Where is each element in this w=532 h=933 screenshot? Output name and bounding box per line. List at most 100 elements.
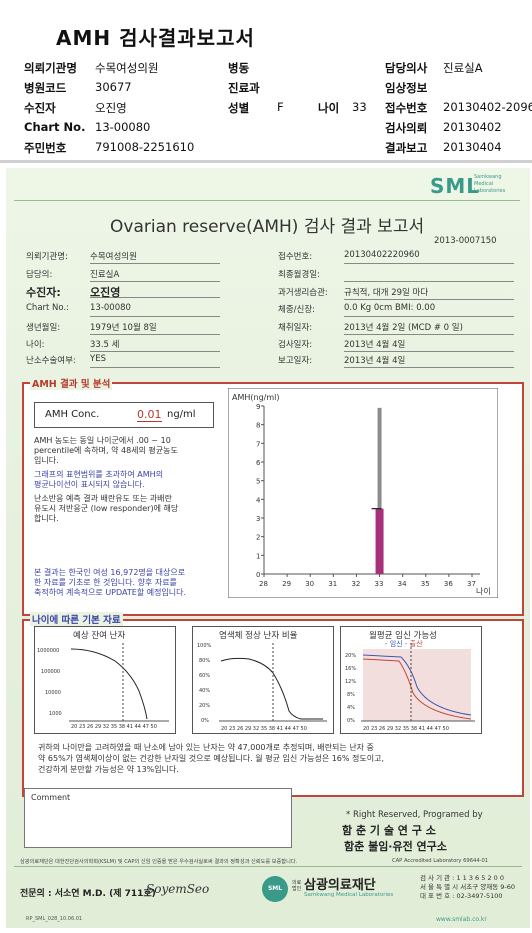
rights-notice: * Right Reserved, Programed by (346, 810, 483, 820)
amh-conc-unit: ng/ml (167, 409, 196, 420)
header-row: 수진자 오진영 성별 F 나이 33 접수번호 20130402-2096 (0, 100, 532, 120)
document-number: 2013-0007150 (434, 236, 497, 246)
mini-chart-title: 월평균 임신 가능성 (369, 631, 437, 641)
header-row: 병원코드 30677 진료과 임상정보 (0, 80, 532, 100)
cap-accreditation: CAP Accredited Laboratory 69644-01 (392, 858, 489, 864)
sml-logo-sub: Samkwang Medical Laboratories (474, 174, 506, 194)
field-label: 과거생리습관: (278, 288, 328, 298)
label-report-date: 결과보고 (385, 141, 428, 155)
value-clinic: 수목여성의원 (95, 61, 159, 75)
header-row: 주민번호 791008-2251610 결과보고 20130404 (0, 140, 532, 160)
tick-label: 60% (199, 673, 210, 679)
field-value (344, 268, 514, 282)
comment-box: Comment (24, 788, 292, 848)
y-tick-label: 6 (256, 459, 261, 467)
field-value: 33.5 세 (90, 338, 220, 352)
field-value: 오진영 (90, 284, 220, 299)
field-label: Chart No.: (26, 303, 70, 313)
field-label: 의뢰기관명: (26, 252, 68, 262)
y-tick-label: 8 (256, 422, 260, 430)
mini-chart-plot: 100% 80% 60% 40% 20% 0% 20 23 26 29 32 3… (197, 643, 327, 732)
amh-conc-box: AMH Conc. 0.01 ng/ml (34, 402, 214, 428)
y-tick-label: 3 (256, 515, 260, 523)
divider (14, 200, 520, 201)
divider (14, 866, 522, 867)
chart-xlabel: 나이 (476, 586, 491, 596)
report-title: Ovarian reserve(AMH) 검사 결과 보고서 (110, 217, 425, 237)
pregnancy-band (363, 649, 471, 721)
field-value: 0.0 Kg 0cm BMI: 0.00 (344, 303, 514, 317)
mini-chart-pregnancy: 월평균 임신 가능성 - 임신 - 출산 20% 16% 12% 8% 4% 0… (340, 626, 482, 734)
tick-label: 1000000 (37, 648, 59, 654)
field-value: 13-00080 (90, 303, 220, 317)
footnote: 삼광의료재단은 대한진단검사의학회(KSLM) 및 CAP의 신임 인증을 받은… (20, 859, 298, 865)
tick-label: 100% (197, 643, 212, 649)
field-value: 1979년 10월 8일 (90, 321, 220, 335)
value-accession: 20130402-2096 (443, 100, 532, 114)
sml-seal-logo: SML (262, 876, 288, 902)
label-doctor: 담당의사 (385, 61, 428, 75)
field-value: 2013년 4월 2일 (MCD # 0 일) (344, 321, 514, 335)
amh-note-data-source: 본 결과는 한국인 여성 16,972명을 대상으로 한 자료를 기초로 한 것입… (34, 568, 187, 597)
amh-bar (375, 508, 384, 574)
decline-curve (70, 648, 148, 720)
label-request-date: 검사의뢰 (385, 121, 428, 135)
field-label: 보고일자: (278, 356, 313, 366)
y-tick-label: 9 (256, 403, 260, 411)
field-label: 최종월경일: (278, 270, 320, 280)
field-value: 규칙적, 대개 29일 마다 (344, 286, 514, 300)
mini-chart-legend: - 임신 - 출산 (385, 640, 423, 648)
tick-label: 20 23 26 29 32 35 38 41 44 47 50 (71, 724, 157, 730)
tick-label: 20% (345, 653, 356, 659)
field-label: 난소수술여부: (26, 356, 76, 366)
mini-chart-plot: 20% 16% 12% 8% 4% 0% 20 23 26 29 32 35 3… (345, 643, 475, 732)
label-sex: 성별 (228, 101, 250, 115)
tick-label: 10000 (45, 690, 61, 696)
tick-label: 20% (199, 703, 210, 709)
field-label: 접수번호: (278, 252, 313, 262)
field-value: YES (90, 354, 220, 368)
header-row: 의뢰기관명 수목여성의원 병동 담당의사 진료실A (0, 60, 532, 80)
tick-label: 40% (199, 688, 210, 694)
tick-label: 100000 (41, 669, 60, 675)
x-tick-label: 35 (421, 580, 430, 588)
decline-curve (220, 657, 323, 720)
x-tick-label: 32 (351, 580, 360, 588)
field-value: 수목여성의원 (90, 250, 220, 264)
field-label: 검사일자: (278, 340, 313, 350)
field-value: 20130402220960 (344, 250, 514, 264)
tick-label: 80% (199, 658, 210, 664)
amh-note-range: 그래프의 표현범위를 초과하여 AMH의 평균나이선이 표시되지 않습니다. (34, 470, 164, 489)
foundation-prefix: 의료 법인 (292, 880, 302, 892)
value-hospital-code: 30677 (95, 80, 132, 94)
x-tick-label: 28 (259, 580, 268, 588)
tick-label: 16% (345, 666, 356, 672)
tick-label: 8% (347, 692, 355, 698)
foundation-name: 삼광의료재단 (304, 878, 376, 893)
value-chart-no: 13-00080 (95, 120, 151, 134)
value-report-date: 20130404 (443, 140, 502, 154)
value-age: 33 (352, 100, 367, 114)
x-tick-label: 31 (328, 580, 337, 588)
org-name-1: 함 춘 기 술 연 구 소 (342, 824, 436, 837)
tick-label: 1000 (49, 711, 62, 717)
tick-label: 20 23 26 29 32 35 38 41 44 47 50 (363, 726, 449, 732)
separator (0, 160, 532, 163)
section-heading: 나이에 따른 기본 자료 (30, 612, 123, 626)
x-tick-label: 30 (305, 580, 314, 588)
foundation-name-en: Samkwang Medical Laboratories (304, 892, 394, 898)
amh-conc-value: 0.01 (137, 408, 162, 422)
tick-label: 4% (347, 705, 355, 711)
label-patient: 수진자 (24, 101, 56, 115)
sml-logo: SML (430, 174, 481, 198)
label-age: 나이 (318, 101, 340, 115)
value-request-date: 20130402 (443, 120, 502, 134)
amh-note-response: 난소반응 예측 결과 배란유도 또는 과배란 유도시 저반응군 (low resp… (34, 494, 179, 523)
tick-label: 20 23 26 29 32 35 38 41 44 47 50 (221, 726, 307, 732)
field-label: 나이: (26, 340, 45, 350)
field-label: 담당의: (26, 270, 53, 280)
birth-curve (362, 658, 472, 720)
x-tick-label: 37 (467, 580, 476, 588)
value-rrn: 791008-2251610 (95, 140, 195, 154)
